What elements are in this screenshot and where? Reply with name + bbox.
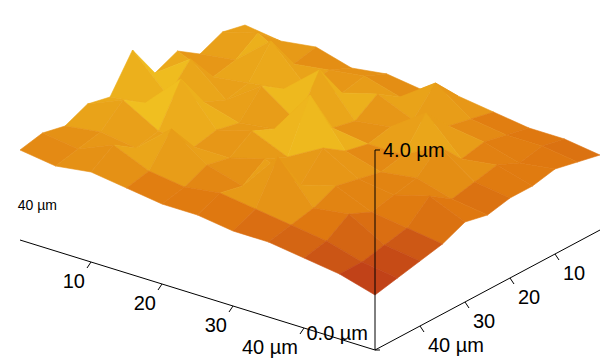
svg-text:4.0 µm: 4.0 µm [383, 139, 445, 161]
svg-text:20: 20 [134, 292, 156, 314]
svg-text:40 µm: 40 µm [242, 336, 298, 358]
svg-text:0.0 µm: 0.0 µm [306, 322, 368, 344]
svg-text:40 µm: 40 µm [428, 334, 484, 356]
svg-text:20: 20 [518, 286, 540, 308]
svg-text:40 µm: 40 µm [18, 197, 57, 213]
svg-text:10: 10 [563, 262, 585, 284]
svg-text:10: 10 [63, 270, 85, 292]
svg-text:30: 30 [473, 310, 495, 332]
svg-text:30: 30 [205, 314, 227, 336]
